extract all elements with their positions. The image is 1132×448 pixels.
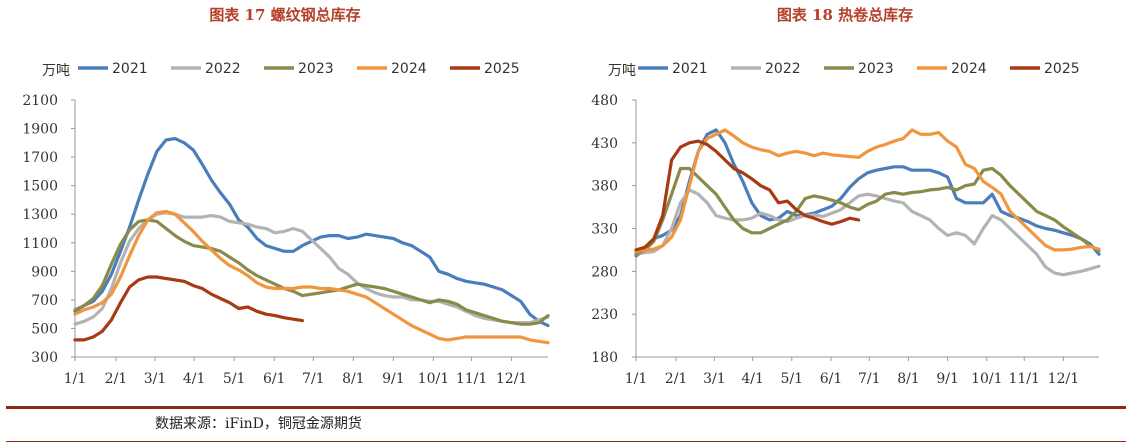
y-tick-label: 2100 <box>22 93 58 109</box>
legend-label-2022: 2022 <box>765 61 801 77</box>
chart-title-rebar: 图表 17 螺纹钢总库存 <box>209 6 361 24</box>
legend: 2021 2022 2023 2024 2025 <box>78 61 520 77</box>
x-tick-label: 7/1 <box>302 371 325 387</box>
series-line-2024 <box>634 128 1101 254</box>
x-tick-label: 1/1 <box>64 371 87 387</box>
x-tick-label: 6/1 <box>820 371 843 387</box>
x-tick-label: 10/1 <box>418 371 449 387</box>
y-tick-label: 1700 <box>22 150 58 166</box>
y-tick-label: 430 <box>591 136 618 152</box>
x-tick-label: 2/1 <box>665 371 688 387</box>
x-tick-label: 5/1 <box>223 371 246 387</box>
series-line-2023 <box>634 166 1101 256</box>
y-tick-label: 480 <box>591 93 618 109</box>
x-tick-label: 8/1 <box>342 371 365 387</box>
y-tick-label: 330 <box>591 222 618 238</box>
y-tick-label: 500 <box>31 321 58 337</box>
series-line-2022 <box>634 188 1101 277</box>
x-tick-label: 12/1 <box>1048 371 1079 387</box>
series-line-2025 <box>634 139 861 252</box>
series-line-2022 <box>73 211 550 326</box>
legend-label-2021: 2021 <box>672 61 708 77</box>
y-tick-label: 700 <box>31 293 58 309</box>
legend-label-2025: 2025 <box>484 61 520 77</box>
x-tick-label: 12/1 <box>496 371 527 387</box>
chart-title-hot-coil: 图表 18 热卷总库存 <box>776 6 914 24</box>
x-tick-label: 9/1 <box>382 371 405 387</box>
rebar-inventory-chart: 万吨 300 500 700 900 1100 1300 1500 1700 1900 2100 1/… <box>22 61 550 387</box>
x-tick-label: 7/1 <box>858 371 881 387</box>
y-tick-label: 1100 <box>22 236 58 252</box>
y-tick-label: 900 <box>31 264 58 280</box>
y-tick-label: 1500 <box>22 179 58 195</box>
series-line-2021 <box>73 136 550 328</box>
x-tick-label: 2/1 <box>105 371 128 387</box>
hot-coil-inventory-chart: 万吨 180 230 280 330 380 430 480 1/1 2/1 3/1 4/1 5/1 6/… <box>591 61 1101 387</box>
x-tick-label: 5/1 <box>781 371 804 387</box>
legend-label-2025: 2025 <box>1044 61 1080 77</box>
legend: 2021 2022 2023 2024 2025 <box>638 61 1080 77</box>
x-tick-label: 3/1 <box>144 371 167 387</box>
x-tick-label: 8/1 <box>897 371 920 387</box>
x-tick-label: 6/1 <box>263 371 286 387</box>
series-line-2021 <box>634 128 1101 258</box>
legend-label-2021: 2021 <box>112 61 148 77</box>
y-tick-label: 280 <box>591 264 618 280</box>
x-tick-label: 1/1 <box>625 371 648 387</box>
legend-label-2024: 2024 <box>391 61 427 77</box>
legend-label-2024: 2024 <box>951 61 987 77</box>
y-tick-label: 180 <box>591 350 618 366</box>
y-tick-label: 1900 <box>22 122 58 138</box>
y-axis-unit-label: 万吨 <box>42 63 70 79</box>
x-tick-label: 11/1 <box>456 371 487 387</box>
series-line-2025 <box>73 275 304 342</box>
data-source-note: 数据来源：iFinD，铜冠金源期货 <box>155 416 362 432</box>
x-tick-label: 4/1 <box>741 371 764 387</box>
x-tick-label: 9/1 <box>936 371 959 387</box>
y-tick-label: 380 <box>591 179 618 195</box>
legend-label-2023: 2023 <box>298 61 334 77</box>
y-tick-label: 230 <box>591 307 618 323</box>
x-tick-label: 3/1 <box>703 371 726 387</box>
series-line-2024 <box>73 209 550 345</box>
y-axis-unit-label: 万吨 <box>608 63 636 79</box>
y-tick-label: 1300 <box>22 207 58 223</box>
x-tick-label: 11/1 <box>1008 371 1039 387</box>
y-tick-label: 300 <box>31 350 58 366</box>
footer-rule-bottom <box>6 441 1126 442</box>
x-tick-label: 4/1 <box>183 371 206 387</box>
footer-rule-top <box>6 406 1126 409</box>
series-line-2023 <box>73 218 550 326</box>
legend-label-2023: 2023 <box>858 61 894 77</box>
x-tick-label: 10/1 <box>971 371 1002 387</box>
legend-label-2022: 2022 <box>205 61 241 77</box>
